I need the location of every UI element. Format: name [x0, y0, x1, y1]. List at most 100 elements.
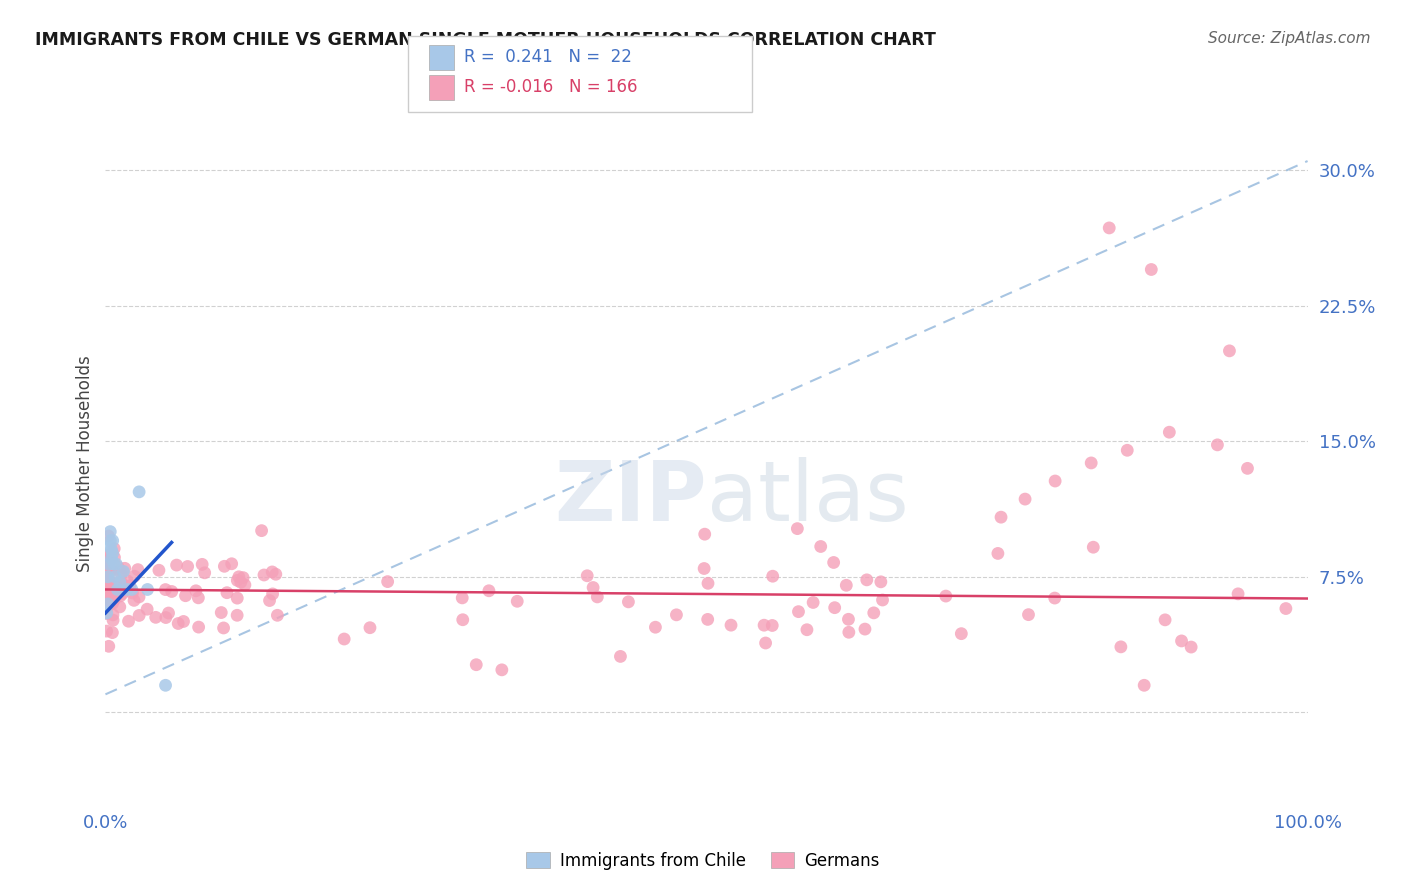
Point [96, 577, 118, 591]
Point [693, 561, 716, 575]
Point [96, 571, 118, 585]
Point [194, 566, 217, 580]
Point [96, 598, 118, 612]
Point [157, 606, 180, 620]
Point [1170, 634, 1192, 648]
Point [697, 576, 720, 591]
Point [107, 560, 129, 574]
Point [98, 533, 121, 548]
Point [110, 566, 132, 581]
Point [96, 560, 118, 574]
Point [173, 615, 195, 629]
Point [333, 632, 356, 646]
Point [101, 588, 124, 602]
Point [136, 602, 159, 616]
Point [97, 594, 120, 608]
Point [100, 561, 122, 575]
Point [259, 593, 281, 607]
Point [609, 649, 631, 664]
Point [114, 561, 136, 575]
Point [96, 591, 118, 605]
Point [96, 558, 118, 572]
Point [465, 657, 488, 672]
Point [96, 584, 118, 599]
Point [232, 571, 254, 585]
Point [97, 574, 120, 589]
Point [97, 583, 120, 598]
Point [1116, 443, 1139, 458]
Point [209, 606, 232, 620]
Point [96, 607, 118, 621]
Point [264, 567, 287, 582]
Point [187, 620, 209, 634]
Point [869, 574, 891, 589]
Point [228, 570, 250, 584]
Point [121, 586, 143, 600]
Point [160, 584, 183, 599]
Point [97, 549, 120, 563]
Point [110, 589, 132, 603]
Point [1098, 221, 1121, 235]
Point [107, 582, 129, 597]
Point [101, 625, 124, 640]
Point [155, 610, 177, 624]
Point [1206, 438, 1229, 452]
Point [115, 574, 138, 588]
Point [233, 578, 256, 592]
Point [226, 591, 249, 606]
Point [377, 574, 399, 589]
Point [112, 565, 135, 579]
Point [98, 557, 121, 571]
Point [478, 583, 501, 598]
Text: IMMIGRANTS FROM CHILE VS GERMAN SINGLE MOTHER HOUSEHOLDS CORRELATION CHART: IMMIGRANTS FROM CHILE VS GERMAN SINGLE M… [35, 31, 936, 49]
Point [96, 589, 118, 603]
Point [103, 593, 125, 607]
Point [506, 594, 529, 608]
Point [755, 636, 778, 650]
Point [101, 597, 124, 611]
Text: atlas: atlas [707, 458, 908, 538]
Point [96, 600, 118, 615]
Point [108, 575, 131, 590]
Point [96, 549, 118, 563]
Point [451, 613, 474, 627]
Point [1083, 540, 1105, 554]
Point [155, 582, 177, 597]
Point [1018, 607, 1040, 622]
Point [838, 625, 860, 640]
Point [720, 618, 742, 632]
Point [1014, 492, 1036, 507]
Point [184, 583, 207, 598]
Point [97, 570, 120, 584]
Point [96, 584, 118, 599]
Point [98, 582, 121, 597]
Point [226, 608, 249, 623]
Point [266, 608, 288, 623]
Point [693, 527, 716, 541]
Point [98, 597, 121, 611]
Point [853, 622, 876, 636]
Point [855, 573, 877, 587]
Point [1109, 640, 1132, 654]
Text: R =  0.241   N =  22: R = 0.241 N = 22 [464, 48, 631, 66]
Point [762, 569, 785, 583]
Point [103, 541, 125, 556]
Point [105, 557, 128, 571]
Point [935, 589, 957, 603]
Text: Source: ZipAtlas.com: Source: ZipAtlas.com [1208, 31, 1371, 46]
Point [987, 546, 1010, 560]
Point [835, 578, 858, 592]
Point [96, 591, 118, 606]
Point [221, 557, 243, 571]
Point [174, 589, 197, 603]
Point [96, 606, 118, 620]
Point [96, 574, 118, 589]
Point [98, 524, 121, 539]
Point [117, 614, 139, 628]
Point [1133, 678, 1156, 692]
Point [451, 591, 474, 605]
Text: R = -0.016   N = 166: R = -0.016 N = 166 [464, 78, 637, 96]
Point [262, 587, 284, 601]
Point [810, 540, 832, 554]
Point [586, 590, 609, 604]
